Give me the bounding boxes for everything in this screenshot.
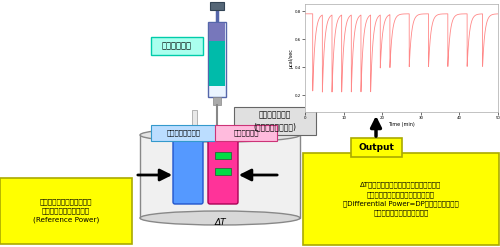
FancyBboxPatch shape — [303, 153, 499, 245]
FancyBboxPatch shape — [208, 132, 238, 204]
Text: 断熱ジャケット
(インナーシールド): 断熱ジャケット (インナーシールド) — [254, 111, 296, 131]
Bar — [215, 168, 231, 175]
Text: Output: Output — [358, 143, 394, 151]
Text: リファレスヒータより一定
の電力（熱量）を供給。
(Reference Power): リファレスヒータより一定 の電力（熱量）を供給。 (Reference Powe… — [33, 199, 99, 223]
Text: 滴定シリンジ: 滴定シリンジ — [162, 41, 192, 50]
Bar — [192, 110, 197, 142]
Y-axis label: μcal/sec: μcal/sec — [288, 48, 293, 68]
X-axis label: Time (min): Time (min) — [388, 122, 415, 126]
Bar — [208, 22, 226, 97]
Ellipse shape — [140, 128, 300, 142]
Text: リファレンスセル: リファレンスセル — [167, 130, 201, 136]
FancyBboxPatch shape — [151, 125, 217, 141]
FancyBboxPatch shape — [350, 138, 402, 157]
Text: ΔT＝０（温度差ゼロ）に制御するためセ
ルへ供給されるフィードバック電力
（Differential Power=DP）が変化。変化し
た熱量を直接アウトブット: ΔT＝０（温度差ゼロ）に制御するためセ ルへ供給されるフィードバック電力 （Di… — [343, 182, 459, 216]
Bar — [210, 2, 224, 10]
Ellipse shape — [140, 211, 300, 225]
Bar — [140, 135, 300, 218]
FancyBboxPatch shape — [215, 125, 277, 141]
Bar — [209, 23, 225, 41]
Bar — [209, 41, 225, 86]
FancyBboxPatch shape — [0, 178, 132, 244]
FancyBboxPatch shape — [234, 107, 316, 135]
Bar — [215, 152, 231, 159]
Text: ΔT: ΔT — [214, 218, 226, 226]
FancyBboxPatch shape — [151, 37, 203, 55]
FancyBboxPatch shape — [173, 132, 203, 204]
Text: サンプルセル: サンプルセル — [233, 130, 259, 136]
Bar — [213, 97, 221, 105]
